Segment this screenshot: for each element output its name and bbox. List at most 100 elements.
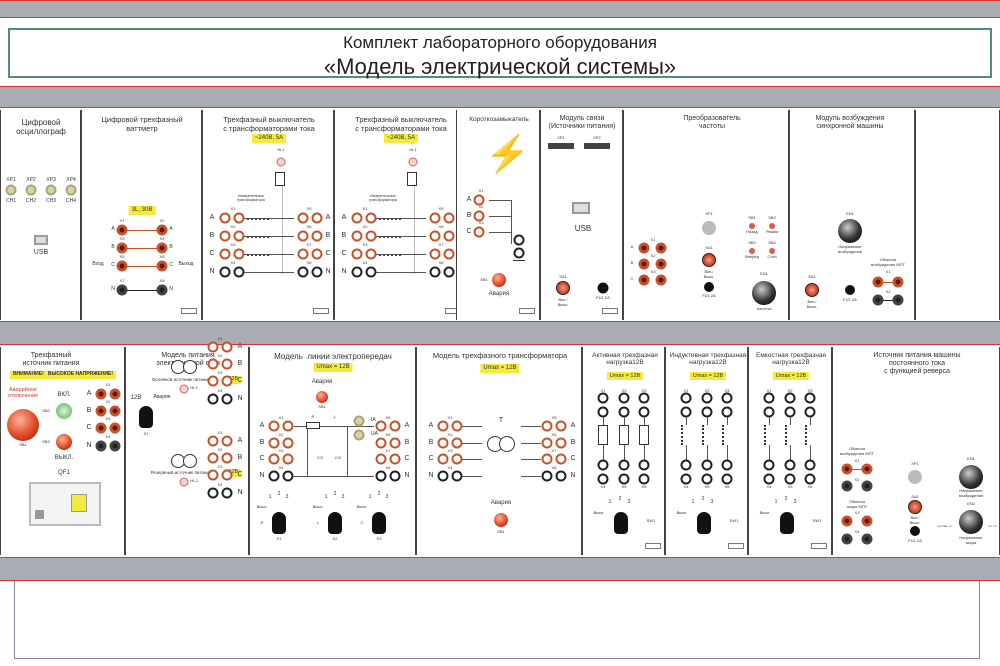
terminal-jack[interactable] bbox=[268, 420, 280, 432]
terminal-jack[interactable] bbox=[721, 392, 733, 404]
terminal-jack[interactable] bbox=[763, 473, 775, 485]
terminal-jack[interactable] bbox=[451, 453, 463, 465]
terminal-jack[interactable] bbox=[618, 473, 630, 485]
terminal-jack[interactable] bbox=[156, 260, 168, 272]
button-sb2[interactable] bbox=[769, 223, 775, 229]
button-sb4[interactable] bbox=[769, 248, 775, 254]
terminal-jack[interactable] bbox=[116, 242, 128, 254]
terminal-jack[interactable] bbox=[429, 230, 441, 242]
terminal-jack[interactable] bbox=[437, 420, 449, 432]
terminal-jack[interactable] bbox=[638, 459, 650, 471]
terminal-jack[interactable] bbox=[655, 274, 667, 286]
ribbon-connector[interactable] bbox=[584, 143, 610, 149]
terminal-jack[interactable] bbox=[763, 392, 775, 404]
terminal-jack[interactable] bbox=[784, 459, 796, 471]
terminal-jack[interactable] bbox=[219, 248, 231, 260]
alarm-lamp-sb1[interactable] bbox=[316, 391, 328, 403]
terminal-jack[interactable] bbox=[268, 453, 280, 465]
terminal-jack[interactable] bbox=[841, 480, 853, 492]
selector-switch-s2[interactable] bbox=[328, 512, 342, 534]
terminal-jack[interactable] bbox=[116, 224, 128, 236]
selector-switch-sw1[interactable] bbox=[614, 512, 628, 534]
terminal-jack[interactable] bbox=[429, 266, 441, 278]
terminal-jack[interactable] bbox=[541, 453, 553, 465]
terminal-jack[interactable] bbox=[109, 422, 121, 434]
terminal-jack[interactable] bbox=[219, 212, 231, 224]
terminal-jack[interactable] bbox=[638, 258, 650, 270]
terminal-jack[interactable] bbox=[638, 473, 650, 485]
button-sb1[interactable] bbox=[749, 223, 755, 229]
terminal-jack[interactable] bbox=[655, 242, 667, 254]
terminal-jack[interactable] bbox=[297, 248, 309, 260]
terminal-jack[interactable] bbox=[861, 463, 873, 475]
terminal-jack[interactable] bbox=[804, 392, 816, 404]
terminal-jack[interactable] bbox=[116, 284, 128, 296]
terminal-jack[interactable] bbox=[268, 437, 280, 449]
off-button-sb3[interactable] bbox=[56, 434, 72, 450]
terminal-jack[interactable] bbox=[207, 375, 219, 387]
terminal-jack[interactable] bbox=[555, 470, 567, 482]
terminal-jack[interactable] bbox=[95, 405, 107, 417]
terminal-jack[interactable] bbox=[861, 515, 873, 527]
terminal-jack[interactable] bbox=[375, 470, 387, 482]
terminal-jack[interactable] bbox=[207, 358, 219, 370]
usb-port-icon[interactable] bbox=[34, 235, 48, 245]
fuse-holder[interactable] bbox=[597, 282, 609, 294]
terminal-jack[interactable] bbox=[297, 230, 309, 242]
terminal-jack[interactable] bbox=[221, 393, 233, 405]
terminal-jack[interactable] bbox=[872, 276, 884, 288]
terminal-jack[interactable] bbox=[219, 230, 231, 242]
terminal-jack[interactable] bbox=[311, 248, 323, 260]
circuit-breaker-qf1[interactable] bbox=[29, 482, 101, 526]
terminal-jack[interactable] bbox=[233, 230, 245, 242]
terminal-jack[interactable] bbox=[451, 470, 463, 482]
terminal-jack[interactable] bbox=[109, 388, 121, 400]
terminal-jack[interactable] bbox=[763, 406, 775, 418]
terminal-jack[interactable] bbox=[282, 437, 294, 449]
terminal-jack[interactable] bbox=[221, 487, 233, 499]
terminal-jack[interactable] bbox=[375, 437, 387, 449]
bnc-connector[interactable] bbox=[25, 184, 37, 196]
terminal-jack[interactable] bbox=[221, 452, 233, 464]
terminal-jack[interactable] bbox=[680, 459, 692, 471]
terminal-jack[interactable] bbox=[701, 406, 713, 418]
alarm-lamp-sb1[interactable] bbox=[494, 513, 508, 527]
terminal-jack[interactable] bbox=[375, 453, 387, 465]
bnc-connector[interactable] bbox=[5, 184, 17, 196]
selector-switch-s1[interactable] bbox=[272, 512, 286, 534]
terminal-jack[interactable] bbox=[597, 459, 609, 471]
terminal-jack[interactable] bbox=[95, 440, 107, 452]
terminal-jack[interactable] bbox=[473, 194, 485, 206]
power-switch-sa1[interactable] bbox=[908, 500, 922, 514]
terminal-jack[interactable] bbox=[701, 392, 713, 404]
terminal-jack[interactable] bbox=[451, 420, 463, 432]
terminal-jack[interactable] bbox=[437, 453, 449, 465]
terminal-jack[interactable] bbox=[618, 406, 630, 418]
terminal-jack[interactable] bbox=[389, 453, 401, 465]
terminal-jack[interactable] bbox=[597, 392, 609, 404]
terminal-jack[interactable] bbox=[109, 405, 121, 417]
terminal-jack[interactable] bbox=[555, 437, 567, 449]
terminal-jack[interactable] bbox=[861, 533, 873, 545]
terminal-jack[interactable] bbox=[221, 469, 233, 481]
terminal-jack[interactable] bbox=[597, 473, 609, 485]
excitation-voltage-knob-en1[interactable] bbox=[959, 465, 983, 489]
terminal-jack[interactable] bbox=[351, 248, 363, 260]
terminal-jack[interactable] bbox=[375, 420, 387, 432]
terminal-jack[interactable] bbox=[473, 226, 485, 238]
terminal-jack[interactable] bbox=[680, 406, 692, 418]
breaker-test-button[interactable] bbox=[35, 510, 44, 519]
terminal-jack[interactable] bbox=[763, 459, 775, 471]
terminal-jack[interactable] bbox=[555, 420, 567, 432]
selector-switch-sw1[interactable] bbox=[697, 512, 711, 534]
terminal-jack[interactable] bbox=[429, 248, 441, 260]
terminal-jack[interactable] bbox=[351, 212, 363, 224]
terminal-jack[interactable] bbox=[721, 473, 733, 485]
terminal-jack[interactable] bbox=[233, 212, 245, 224]
terminal-jack[interactable] bbox=[804, 406, 816, 418]
terminal-jack[interactable] bbox=[443, 230, 455, 242]
terminal-jack[interactable] bbox=[638, 406, 650, 418]
terminal-jack[interactable] bbox=[541, 420, 553, 432]
terminal-jack[interactable] bbox=[221, 341, 233, 353]
terminal-jack[interactable] bbox=[473, 210, 485, 222]
